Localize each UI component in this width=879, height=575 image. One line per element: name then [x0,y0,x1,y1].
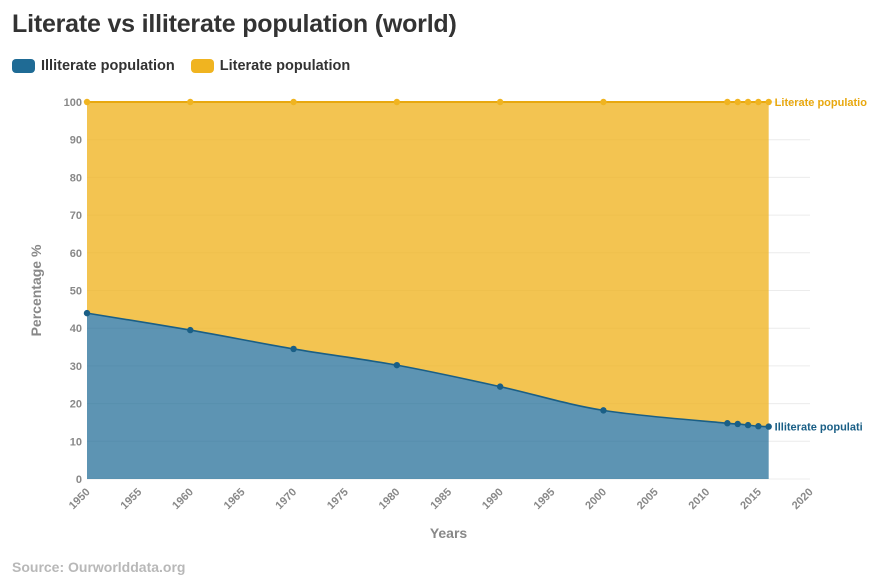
x-tick-label: 1965 [222,486,248,512]
x-tick-label: 1985 [428,486,454,512]
y-tick-label: 70 [70,210,82,222]
x-tick-label: 1950 [67,486,93,512]
legend-swatch-literate [190,59,214,73]
point-illiterate [187,326,194,334]
y-axis-title: Percentage % [28,244,44,336]
legend-item-illiterate[interactable]: Illiterate population [12,58,175,74]
y-tick-label: 100 [64,97,82,109]
point-literate [83,98,91,106]
x-tick-label: 2015 [738,486,764,512]
x-tick-label: 2005 [635,486,661,512]
x-tick-label: 2020 [790,486,816,512]
point-literate [290,98,297,106]
source-note: Source: Ourworlddata.org [12,559,186,575]
point-illiterate [496,383,504,390]
legend-label-illiterate: Illiterate population [41,58,175,74]
point-illiterate [724,420,731,427]
x-tick-label: 1960 [170,486,196,512]
end-label-literate: Literate populatio [775,97,868,109]
legend-label-literate: Literate population [219,58,351,74]
point-literate [724,98,731,106]
y-tick-label: 50 [70,286,82,298]
y-tick-label: 30 [70,361,82,373]
x-tick-label: 1955 [119,486,145,512]
point-literate [734,98,741,106]
end-label-illiterate: Illiterate populati [775,422,863,434]
x-axis-title: Years [430,525,468,541]
x-tick-label: 1975 [325,486,351,512]
area-literate [87,102,769,427]
point-illiterate [744,421,752,429]
legend: Illiterate population Literate populatio… [12,58,366,74]
point-literate [393,98,401,106]
y-tick-label: 10 [70,436,82,448]
legend-item-literate[interactable]: Literate population [190,58,351,74]
y-tick-label: 0 [76,474,82,486]
x-tick-label: 1970 [273,486,299,512]
area-illiterate [87,313,769,479]
point-literate [755,98,762,106]
point-illiterate [600,407,607,414]
y-tick-label: 20 [70,399,82,411]
x-tick-label: 1980 [377,486,403,512]
point-literate [600,98,607,106]
x-tick-label: 2000 [583,486,609,512]
point-illiterate [290,345,297,353]
x-tick-label: 1995 [532,486,558,512]
y-tick-label: 60 [70,248,82,260]
y-tick-label: 90 [70,135,82,147]
point-literate [496,98,504,106]
point-literate [765,98,772,106]
point-illiterate [393,361,401,369]
chart-title: Literate vs illiterate population (world… [12,10,457,38]
point-literate [187,98,194,106]
y-tick-label: 40 [70,323,82,335]
legend-swatch-illiterate [12,59,35,73]
point-literate [744,98,752,106]
x-tick-label: 1990 [480,486,506,512]
point-illiterate [755,423,762,430]
x-tick-label: 2010 [687,486,713,512]
point-illiterate [83,309,91,317]
point-illiterate [734,420,741,428]
point-illiterate [765,423,772,430]
y-tick-label: 80 [70,172,82,184]
